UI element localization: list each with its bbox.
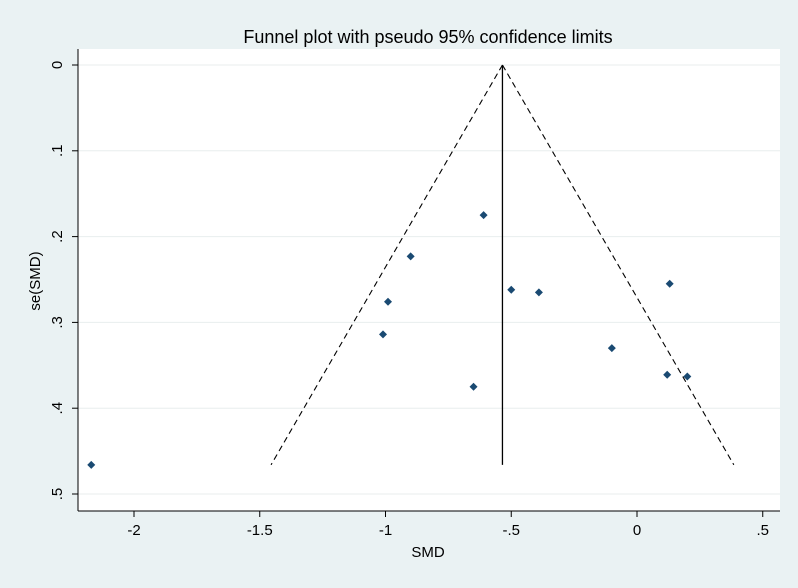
y-axis-label: se(SMD) (27, 251, 44, 310)
plot-area (78, 49, 780, 511)
axes: 0 .1 .2 .3 .4 .5 -2 -1.5 -1 -.5 0 .5 (49, 49, 780, 539)
data-point (507, 285, 516, 294)
data-point (683, 372, 692, 381)
data-point (665, 279, 674, 288)
y-tick-label: .4 (49, 402, 66, 415)
funnel-lines (270, 64, 735, 466)
y-tick-label: .1 (49, 145, 66, 158)
x-tick-label: .5 (756, 522, 769, 539)
y-tick-label: 0 (49, 61, 66, 69)
x-axis-label: SMD (411, 544, 445, 561)
data-point (384, 297, 393, 306)
data-point (534, 288, 543, 297)
data-point (87, 460, 96, 469)
data-point (607, 344, 616, 353)
y-tick-label: .2 (49, 230, 66, 243)
data-point (479, 211, 488, 220)
y-tick-label: .5 (49, 488, 66, 501)
x-tick-label: 0 (633, 522, 641, 539)
x-tick-label: -1.5 (247, 522, 273, 539)
data-point (469, 382, 478, 391)
data-point (663, 370, 672, 379)
x-tick-label: -1 (379, 522, 392, 539)
x-tick-label: -.5 (502, 522, 520, 539)
upper-confidence-limit (501, 64, 735, 466)
data-points (87, 211, 692, 469)
lower-confidence-limit (270, 64, 503, 466)
chart-title: Funnel plot with pseudo 95% confidence l… (243, 27, 612, 47)
y-tick-label: .3 (49, 316, 66, 329)
data-point (378, 330, 387, 339)
data-point (406, 252, 415, 261)
x-tick-label: -2 (127, 522, 140, 539)
gridlines (78, 64, 780, 495)
